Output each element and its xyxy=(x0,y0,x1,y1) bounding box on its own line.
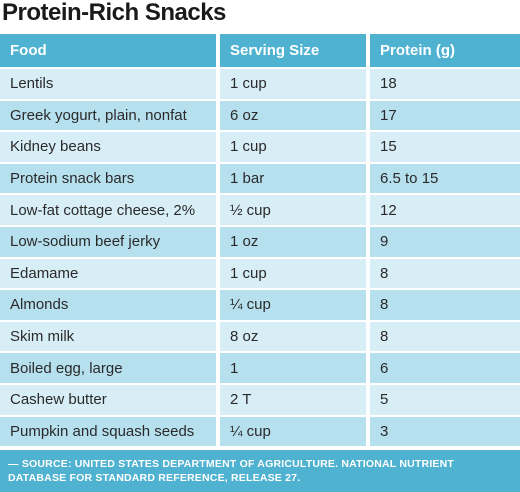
protein-cell: 6.5 to 15 xyxy=(370,161,520,194)
serving-size-cell: ½ cup xyxy=(220,193,370,225)
food-cell: Cashew butter xyxy=(0,382,220,415)
serving-size-cell: 1 cup xyxy=(220,130,370,162)
protein-cell: 8 xyxy=(370,319,520,352)
serving-size-cell: 1 cup xyxy=(220,67,370,99)
protein-cell: 9 xyxy=(370,224,520,257)
protein-cell: 17 xyxy=(370,98,520,131)
food-cell: Low-fat cottage cheese, 2% xyxy=(0,193,220,225)
food-cell: Boiled egg, large xyxy=(0,351,220,383)
serving-size-cell: 6 oz xyxy=(220,98,370,131)
serving-size-cell: 8 oz xyxy=(220,319,370,352)
protein-cell: 6 xyxy=(370,351,520,383)
food-cell: Kidney beans xyxy=(0,130,220,162)
protein-cell: 3 xyxy=(370,414,520,447)
food-cell: Lentils xyxy=(0,67,220,99)
food-cell: Edamame xyxy=(0,256,220,289)
serving-size-cell: 1 xyxy=(220,351,370,383)
food-cell: Skim milk xyxy=(0,319,220,352)
food-cell: Protein snack bars xyxy=(0,161,220,194)
protein-cell: 18 xyxy=(370,67,520,99)
snacks-table: Food Serving Size Protein (g) Lentils 1 c… xyxy=(0,34,520,447)
serving-size-cell: ¼ cup xyxy=(220,288,370,320)
protein-cell: 5 xyxy=(370,382,520,415)
food-cell: Low-sodium beef jerky xyxy=(0,224,220,257)
serving-size-cell: 2 T xyxy=(220,382,370,415)
source-note: — SOURCE: UNITED STATES DEPARTMENT OF AG… xyxy=(0,450,520,492)
page-title: Protein-Rich Snacks xyxy=(2,0,226,26)
protein-cell: 8 xyxy=(370,288,520,320)
column-header-serving-size: Serving Size xyxy=(220,34,370,67)
food-cell: Pumpkin and squash seeds xyxy=(0,414,220,447)
food-cell: Almonds xyxy=(0,288,220,320)
protein-cell: 12 xyxy=(370,193,520,225)
serving-size-cell: 1 cup xyxy=(220,256,370,289)
protein-cell: 15 xyxy=(370,130,520,162)
serving-size-cell: ¼ cup xyxy=(220,414,370,447)
column-header-food: Food xyxy=(0,34,220,67)
serving-size-cell: 1 bar xyxy=(220,161,370,194)
column-header-protein: Protein (g) xyxy=(370,34,520,67)
serving-size-cell: 1 oz xyxy=(220,224,370,257)
protein-cell: 8 xyxy=(370,256,520,289)
food-cell: Greek yogurt, plain, nonfat xyxy=(0,98,220,131)
